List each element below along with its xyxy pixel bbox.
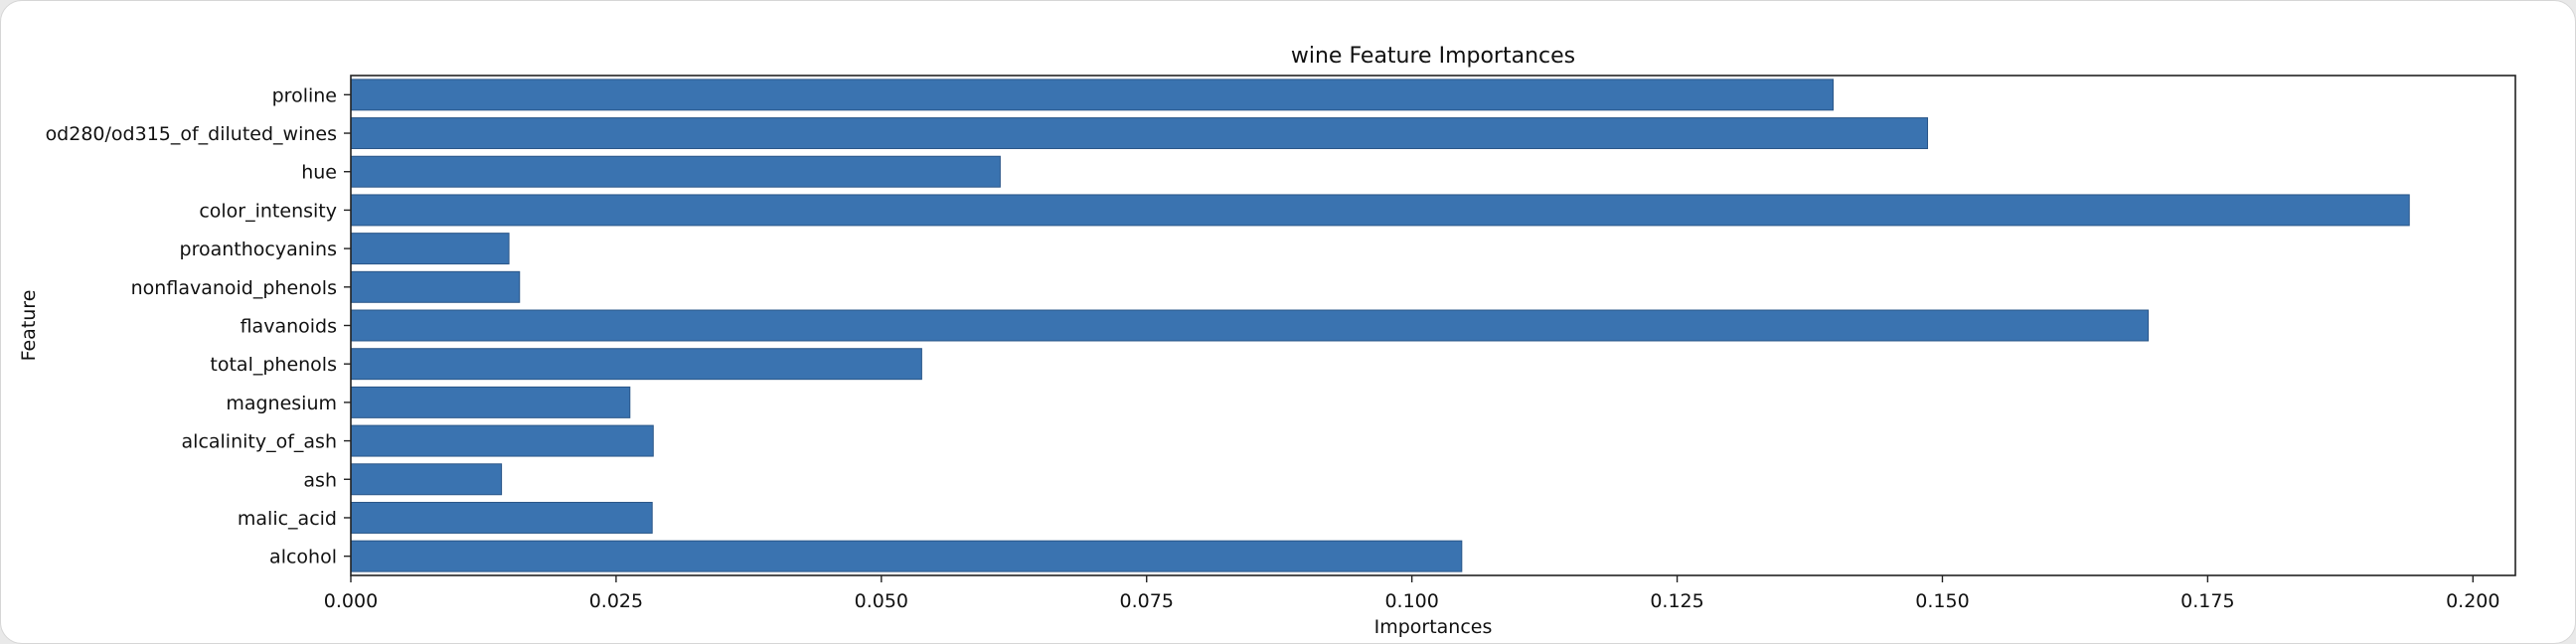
bar-nonflavanoid-phenols xyxy=(350,270,521,303)
x-tick-label: 0.150 xyxy=(1915,590,1969,612)
bar-color-intensity xyxy=(350,194,2410,227)
y-tick-label: proline xyxy=(272,84,337,106)
y-tick-label: ash xyxy=(303,469,337,491)
y-tick-label: malic_acid xyxy=(238,508,337,530)
x-tick-label: 0.025 xyxy=(589,590,643,612)
x-axis-label: Importances xyxy=(1374,616,1493,638)
bar-proanthocyanins xyxy=(350,233,510,265)
bar-total-phenols xyxy=(350,348,922,381)
y-tick-label: flavanoids xyxy=(241,316,337,338)
y-tick-label: proanthocyanins xyxy=(180,239,337,260)
bar-alcalinity-of-ash xyxy=(350,424,654,457)
bar-ash xyxy=(350,463,503,496)
x-tick-label: 0.125 xyxy=(1650,590,1703,612)
y-axis-label: Feature xyxy=(18,290,40,362)
y-tick-label: nonflavanoid_phenols xyxy=(131,277,337,299)
x-ticks: 0.000 0.025 0.050 0.075 0.100 0.125 0.150 0.175… xyxy=(324,575,2499,612)
y-tick-label: hue xyxy=(301,162,337,184)
y-tick-label: alcalinity_of_ash xyxy=(182,431,337,453)
y-tick-label: color_intensity xyxy=(199,200,337,222)
y-tick-label: magnesium xyxy=(226,393,337,414)
bar-od280-od315-of-diluted-wines xyxy=(350,117,1929,150)
bar-alcohol xyxy=(350,540,1463,572)
x-tick-label: 0.000 xyxy=(324,590,378,612)
bars xyxy=(350,79,2410,572)
bar-hue xyxy=(350,155,1001,188)
chart-title: wine Feature Importances xyxy=(1291,44,1575,69)
bar-proline xyxy=(350,79,1835,111)
y-tick-label: od280/od315_of_diluted_wines xyxy=(46,123,337,145)
x-tick-label: 0.200 xyxy=(2446,590,2499,612)
x-tick-label: 0.050 xyxy=(855,590,908,612)
x-tick-label: 0.100 xyxy=(1384,590,1438,612)
bar-malic-acid xyxy=(350,501,653,534)
bar-flavanoids xyxy=(350,309,2150,342)
x-tick-label: 0.075 xyxy=(1120,590,1174,612)
y-ticks: alcohol malic_acid ash alcalinity_of_ash mag… xyxy=(46,84,351,568)
x-tick-label: 0.175 xyxy=(2180,590,2234,612)
y-tick-label: alcohol xyxy=(269,547,337,568)
bar-magnesium xyxy=(350,386,631,418)
y-tick-label: total_phenols xyxy=(210,354,337,376)
